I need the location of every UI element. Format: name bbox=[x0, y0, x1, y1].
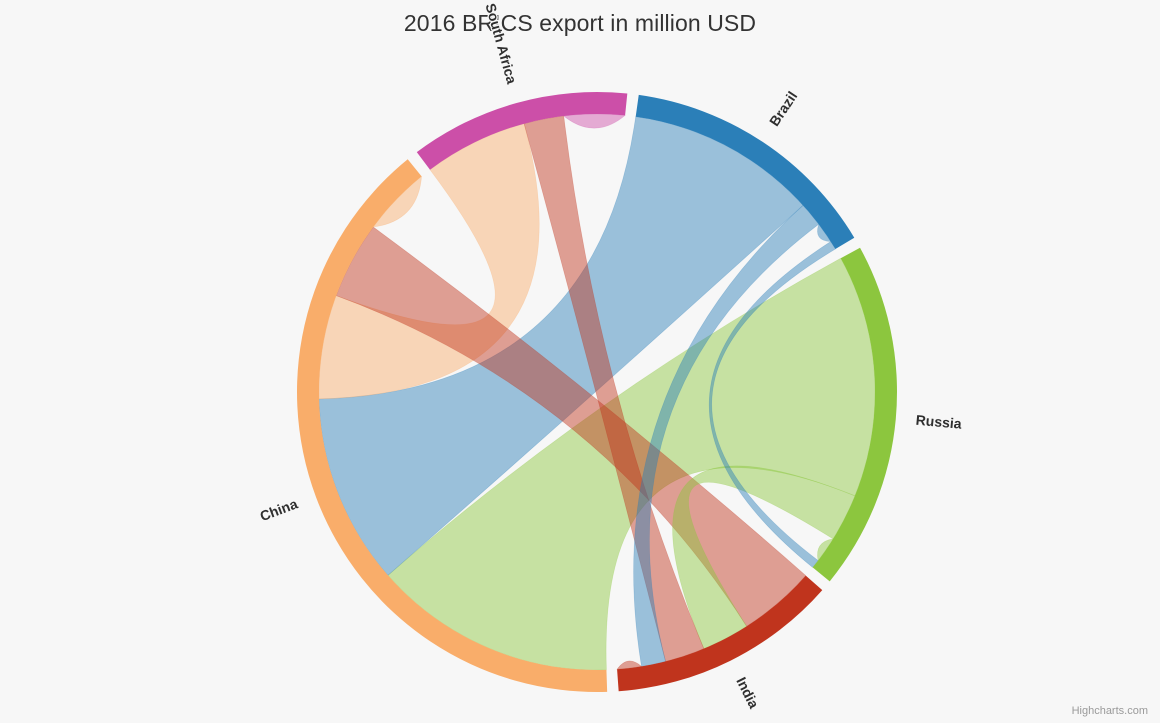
node-arc-brazil[interactable] bbox=[635, 94, 855, 250]
self-link-china[interactable] bbox=[372, 175, 422, 228]
link-india-to-south-africa[interactable] bbox=[523, 115, 705, 662]
node-arc-group bbox=[296, 92, 897, 693]
ribbon-group bbox=[318, 113, 876, 671]
node-arc-india[interactable] bbox=[617, 575, 823, 692]
node-label-china: China bbox=[258, 495, 300, 524]
node-arc-south-africa[interactable] bbox=[416, 92, 628, 170]
page-title: 2016 BRICS export in million USD bbox=[403, 10, 757, 36]
highcharts-credits[interactable]: Highcharts.com bbox=[1071, 705, 1148, 717]
link-brazil-to-russia[interactable] bbox=[709, 241, 836, 568]
node-label-brazil: Brazil bbox=[766, 88, 800, 129]
node-label-south-africa: South Africa bbox=[483, 2, 521, 86]
self-link-brazil[interactable] bbox=[817, 223, 832, 242]
node-label-india: India bbox=[733, 674, 762, 711]
link-russia-to-india[interactable] bbox=[672, 465, 856, 650]
link-brazil-to-china[interactable] bbox=[318, 116, 804, 576]
node-arc-china[interactable] bbox=[296, 159, 608, 693]
node-arc-russia[interactable] bbox=[812, 247, 897, 582]
node-label-russia: Russia bbox=[915, 412, 962, 432]
self-link-india[interactable] bbox=[616, 660, 643, 670]
self-link-russia[interactable] bbox=[817, 538, 834, 562]
link-china-to-south-africa[interactable] bbox=[318, 123, 540, 400]
self-link-south-africa[interactable] bbox=[562, 113, 626, 129]
